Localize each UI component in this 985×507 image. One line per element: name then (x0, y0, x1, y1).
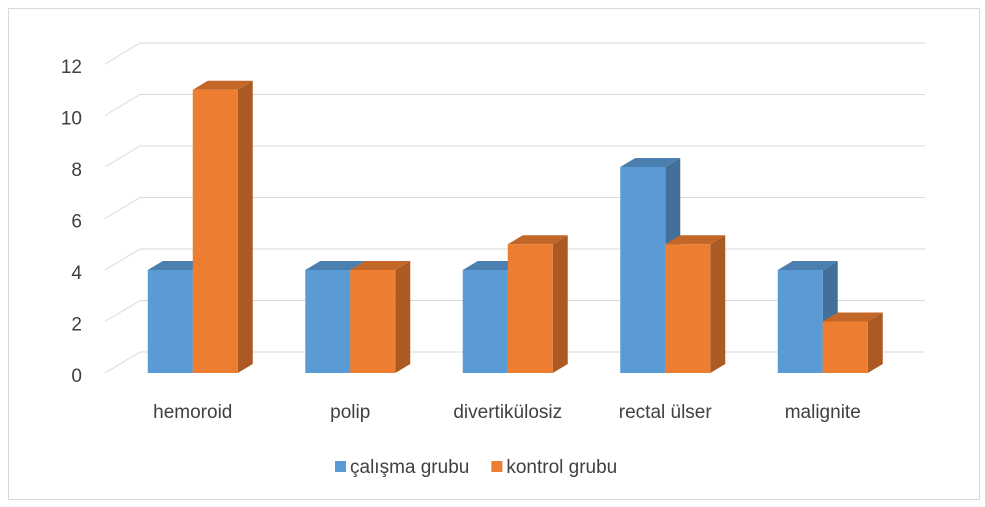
bar-side (710, 235, 726, 373)
grid-line (104, 145, 925, 168)
grid-line (104, 42, 925, 65)
bar-front (147, 270, 193, 373)
y-tick-label: 10 (61, 109, 82, 130)
legend-label: kontrol grubu (506, 457, 617, 478)
x-tick-label: polip (330, 402, 370, 423)
y-tick-label: 2 (71, 315, 82, 336)
y-tick-label: 4 (71, 263, 82, 284)
bar-front (507, 244, 553, 373)
legend-label: çalışma grubu (350, 457, 469, 478)
bar-side (395, 261, 411, 373)
y-tick-label: 8 (71, 160, 82, 181)
bar-top (822, 312, 883, 322)
bar-top (305, 261, 366, 270)
bar (192, 80, 253, 373)
grid-line (104, 94, 925, 116)
x-tick-label: divertikülosiz (453, 402, 562, 423)
bar-front (665, 244, 711, 373)
bar-front (305, 270, 351, 373)
legend-swatch (491, 461, 503, 472)
x-tick-label: hemoroid (153, 402, 232, 423)
bar (507, 235, 568, 373)
bar-top (620, 158, 681, 167)
bar-top (665, 235, 726, 245)
bar-front (350, 270, 396, 373)
y-tick-label: 0 (71, 366, 82, 387)
bar-front (192, 89, 238, 373)
y-tick-label: 12 (61, 57, 82, 78)
legend-swatch (335, 461, 346, 472)
bar-front (822, 321, 868, 373)
bar-top (507, 235, 568, 245)
bar-top (350, 261, 411, 270)
bar-top (777, 261, 838, 270)
bar-front (620, 167, 666, 373)
bar (665, 235, 726, 373)
bar-front (462, 270, 508, 373)
bar (822, 312, 883, 373)
chart-frame (8, 8, 980, 500)
x-tick-label: rectal ülser (619, 402, 713, 423)
x-tick-label: malignite (785, 402, 861, 423)
bar (350, 261, 411, 373)
bar-top (192, 80, 253, 90)
y-tick-label: 6 (71, 212, 82, 233)
bar-front (777, 270, 823, 373)
bar-side (552, 235, 568, 373)
bar-side (867, 312, 883, 373)
bar-side (237, 80, 253, 373)
